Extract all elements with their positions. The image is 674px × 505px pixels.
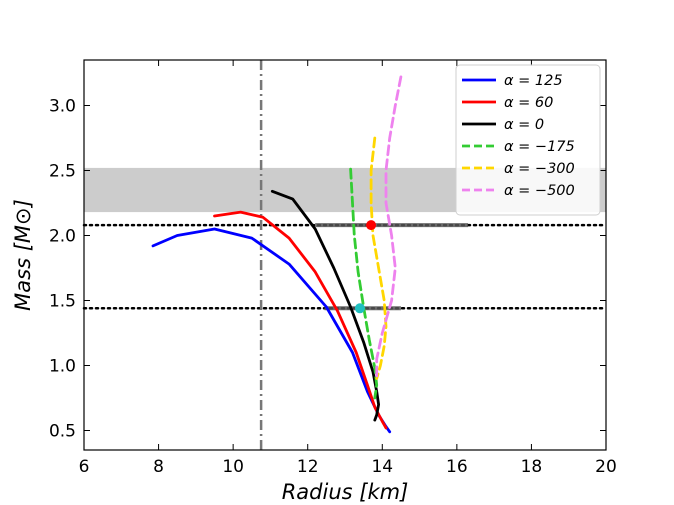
x-tick-label: 8 [153,457,164,477]
error-marker-1 [354,303,365,314]
y-tick-label: 1.0 [49,357,76,377]
y-tick-label: 0.5 [49,422,76,442]
x-tick-label: 6 [79,457,90,477]
series-line-1 [213,210,388,430]
series-line-2 [270,189,381,422]
x-tick-label: 10 [222,457,244,477]
x-tick-label: 12 [297,457,319,477]
y-tick-label: 2.0 [49,227,76,247]
plot-frame [83,59,607,451]
x-tick-label: 16 [446,457,468,477]
y-tick-label: 1.5 [49,292,76,312]
legend-label-2: α = 0 [504,117,544,133]
legend-label-4: α = −300 [504,161,575,177]
legend-label-5: α = −500 [504,183,575,199]
x-tick-label: 18 [521,457,543,477]
error-marker-0 [366,220,377,231]
series-line-4 [369,136,388,380]
legend-label-1: α = 60 [504,95,553,111]
x-tick-label: 14 [371,457,393,477]
legend-label-0: α = 125 [504,73,563,89]
x-axis-title: Radius [km] [282,480,409,504]
legend-label-3: α = −175 [504,139,575,155]
y-tick-label: 3.0 [49,97,76,117]
series-line-0 [151,227,392,434]
y-axis-title: Mass [M⊙] [11,199,35,311]
series-line-5 [375,75,403,378]
legend: α = 125 α = 60 α = 0 α = −175 α = −300 α = −5… [455,64,601,216]
x-tick-label: 20 [595,457,617,477]
y-tick-label: 2.5 [49,162,76,182]
